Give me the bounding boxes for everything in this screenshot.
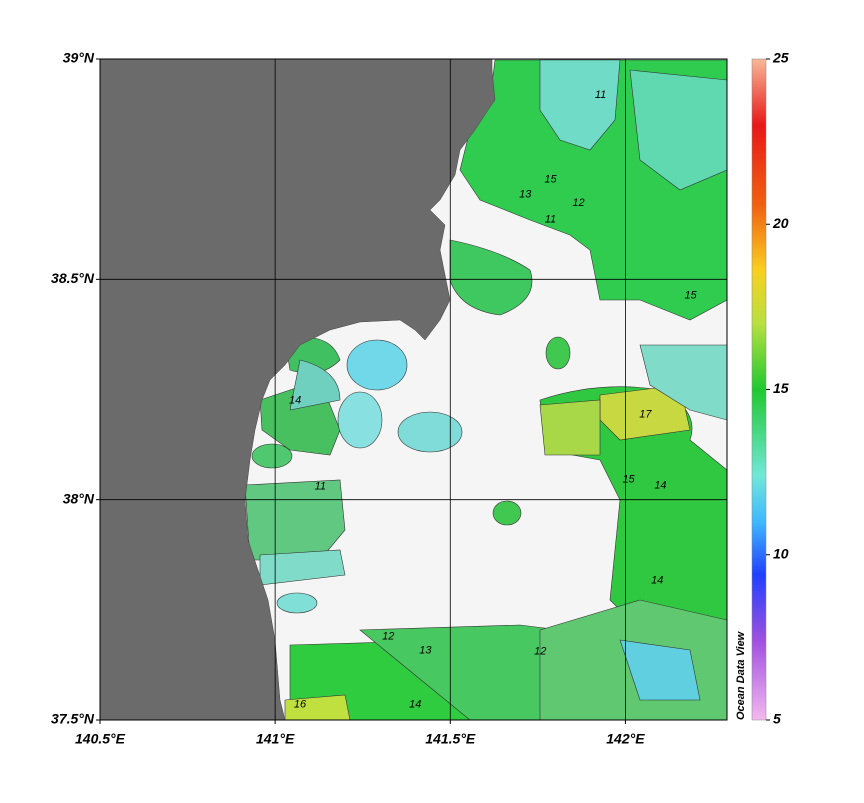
watermark: Ocean Data View (735, 630, 747, 720)
colorbar-label: 20 (772, 215, 789, 231)
colorbar-label: 10 (773, 545, 789, 561)
contour-label: 14 (409, 698, 421, 710)
y-tick-label: 38°N (63, 490, 95, 506)
land (100, 59, 496, 720)
contour-label: 11 (315, 480, 326, 492)
contour-label: 14 (651, 575, 663, 587)
contour-label: 11 (595, 89, 606, 101)
colorbar-label: 15 (773, 380, 789, 396)
y-tick-label: 38.5°N (51, 270, 95, 286)
colorbar (751, 58, 767, 721)
x-tick-label: 141°E (256, 731, 295, 747)
data-field (244, 59, 727, 720)
contour-label: 12 (572, 197, 584, 209)
contour-label: 13 (419, 645, 432, 657)
colorbar-label: 25 (772, 50, 789, 66)
contour-label: 15 (684, 290, 697, 302)
contour-label: 12 (534, 646, 546, 658)
colorbar-label: 5 (773, 711, 781, 727)
contour-label: 17 (639, 409, 652, 421)
contour-label: 14 (289, 394, 301, 406)
contour-label: 13 (519, 189, 532, 201)
x-tick-label: 142°E (606, 731, 645, 747)
contour-label: 16 (294, 698, 307, 710)
contour-label: 14 (654, 479, 666, 491)
contour-label: 12 (382, 631, 394, 643)
contour-label: 15 (544, 174, 557, 186)
y-tick-label: 39°N (63, 50, 95, 66)
x-tick-label: 140.5°E (75, 731, 126, 747)
contour-label: 11 (545, 214, 556, 226)
x-tick-label: 141.5°E (425, 731, 476, 747)
contour-label: 15 (622, 474, 635, 486)
y-tick-label: 37.5°N (51, 711, 95, 727)
map-area (100, 59, 727, 720)
